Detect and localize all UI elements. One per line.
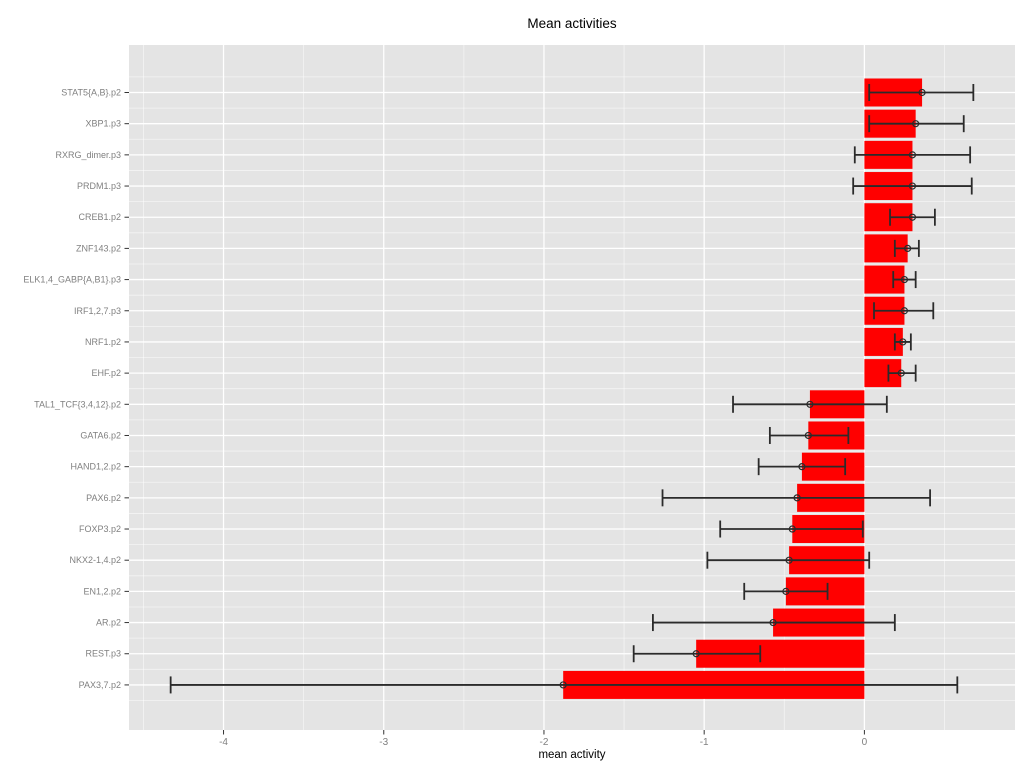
mean-point [900, 307, 909, 315]
mean-point [692, 650, 700, 658]
y-tick-label: EN1,2.p2 [83, 586, 121, 596]
mean-point [798, 463, 806, 471]
mean-point [899, 338, 907, 346]
y-tick-label: STAT5{A,B}.p2 [61, 88, 121, 98]
y-tick-label: REST.p3 [85, 649, 121, 659]
y-tick-label: AR.p2 [96, 618, 121, 628]
x-tick-label: -1 [700, 737, 709, 748]
mean-point [806, 400, 814, 408]
y-tick-label: PAX3,7.p2 [79, 680, 121, 690]
x-axis-title: mean activity [538, 749, 606, 761]
x-tick-label: 0 [862, 737, 868, 748]
mean-point [785, 556, 793, 564]
x-tick-label: -3 [379, 737, 388, 748]
mean-point [900, 275, 909, 284]
x-tick-label: -2 [540, 737, 549, 748]
y-tick-label: PAX6.p2 [86, 493, 121, 503]
y-tick-label: EHF.p2 [91, 368, 121, 378]
y-tick-label: RXRG_dimer.p3 [55, 150, 121, 160]
mean-point [904, 244, 912, 252]
mean-point [769, 618, 777, 627]
mean-point [559, 681, 567, 689]
mean-point [908, 151, 917, 159]
y-tick-label: FOXP3.p2 [79, 524, 121, 534]
mean-point [793, 494, 801, 502]
chart-title: Mean activities [527, 16, 617, 31]
y-tick-label: PRDM1.p3 [77, 181, 121, 191]
y-tick-label: TAL1_TCF{3,4,12}.p2 [34, 399, 121, 409]
y-tick-label: XBP1.p3 [85, 119, 121, 129]
y-tick-label: HAND1,2.p2 [70, 462, 121, 472]
y-tick-label: IRF1,2,7.p3 [74, 306, 121, 316]
mean-point [908, 182, 917, 190]
mean-point [897, 369, 905, 377]
mean-point [908, 213, 917, 221]
mean-point [918, 88, 926, 97]
x-tick-label: -4 [219, 737, 228, 748]
y-tick-label: ZNF143.p2 [76, 243, 121, 253]
mean-point [804, 431, 812, 440]
mean-point [912, 120, 920, 128]
y-tick-label: NRF1.p2 [85, 337, 121, 347]
y-tick-label: CREB1.p2 [78, 212, 121, 222]
mean-point [782, 587, 790, 595]
y-tick-label: GATA6.p2 [80, 430, 121, 440]
y-tick-label: NKX2-1,4.p2 [69, 555, 121, 565]
y-tick-label: ELK1,4_GABP{A,B1}.p3 [23, 275, 121, 285]
mean-point [788, 525, 796, 533]
